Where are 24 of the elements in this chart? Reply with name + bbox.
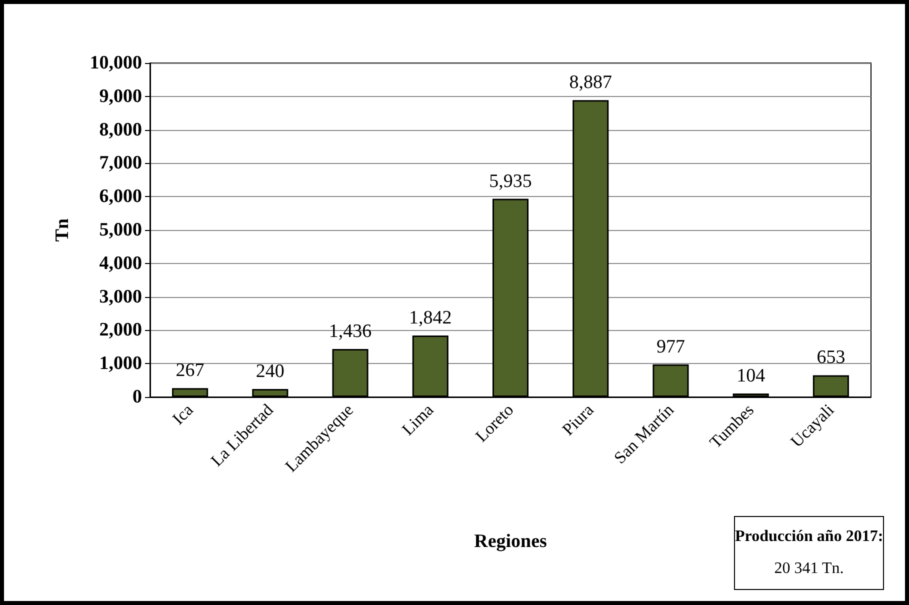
x-tick-label: Ica — [168, 400, 198, 428]
y-tick-label: 9,000 — [99, 86, 142, 107]
data-label: 977 — [656, 336, 685, 358]
data-label: 104 — [736, 366, 766, 387]
y-tick-label: 2,000 — [99, 320, 142, 341]
data-label: 1,842 — [409, 307, 452, 328]
y-tick-label: 10,000 — [90, 52, 142, 74]
x-axis-title: Regiones — [474, 531, 547, 552]
text-box: Producción año 2017: 20 341 Tn. — [734, 516, 884, 590]
data-label: 5,935 — [489, 170, 532, 192]
data-label: 267 — [176, 360, 204, 382]
y-tick-label: 6,000 — [99, 186, 142, 208]
data-label: 240 — [256, 360, 284, 382]
y-tick-label: 1,000 — [99, 353, 142, 374]
y-tick-label: 8,000 — [99, 119, 142, 140]
y-tick-label: 4,000 — [99, 252, 142, 274]
y-axis-title: Tn — [52, 218, 73, 242]
y-tick-label: 3,000 — [99, 286, 142, 308]
data-label: 8,887 — [569, 72, 612, 94]
y-tick-label: 0 — [132, 386, 142, 408]
data-label: 1,436 — [328, 321, 372, 342]
y-tick-label: 5,000 — [99, 220, 142, 240]
data-label: 653 — [816, 347, 846, 368]
y-tick-label: 7,000 — [99, 152, 142, 174]
